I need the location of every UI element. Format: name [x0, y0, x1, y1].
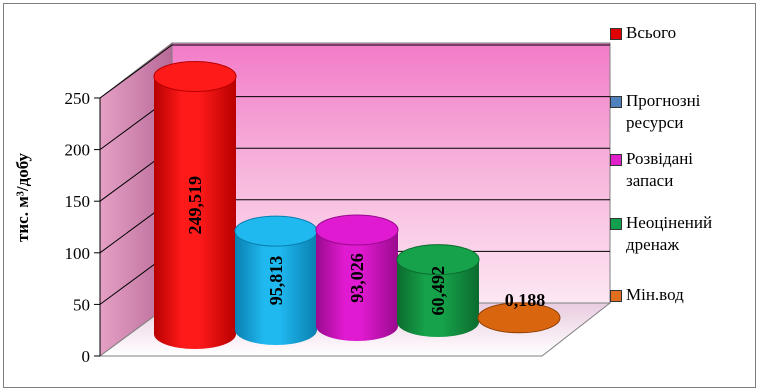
legend-swatch: [610, 28, 622, 40]
data-label: 0,188: [505, 290, 546, 310]
legend-label: Прогнозні ресурси: [626, 91, 701, 132]
y-tick-label: 250: [65, 89, 91, 108]
legend-item: Мін.вод: [610, 284, 684, 306]
y-tick-label: 150: [65, 192, 91, 211]
legend-item: Всього: [610, 22, 676, 44]
data-label: 95,813: [266, 256, 286, 306]
bar-body: [316, 229, 398, 341]
legend-swatch: [610, 96, 622, 108]
legend-swatch: [610, 218, 622, 230]
gridline: [99, 44, 610, 99]
data-label: 93,026: [347, 253, 367, 303]
data-label: 249,519: [185, 176, 205, 235]
bar-top: [315, 214, 399, 246]
bar-top: [396, 244, 480, 276]
bar-4: 60,492: [396, 244, 480, 337]
bar-2: 95,813: [234, 215, 318, 345]
legend-label: Всього: [626, 23, 677, 42]
bar-body: [154, 76, 236, 349]
legend-label: Мін.вод: [626, 285, 684, 304]
legend-swatch: [610, 290, 622, 302]
bar-3: 93,026: [315, 214, 399, 341]
bar-body: [235, 231, 317, 345]
data-label: 60,492: [428, 266, 448, 316]
legend-label: Розвідані запаси: [626, 149, 694, 190]
legend-item: Розвідані запаси: [610, 148, 693, 192]
bars: 249,519 95,813 93,026 60,492 0,188: [153, 60, 561, 349]
legend-label: Неоцінений дренаж: [626, 213, 713, 254]
y-tick-label: 200: [65, 141, 91, 160]
bar-1: 249,519: [153, 60, 237, 349]
legend-swatch: [610, 154, 622, 166]
legend-item: Прогнозні ресурси: [610, 90, 700, 134]
bar-body: [397, 259, 479, 337]
bar-top: [477, 302, 561, 334]
legend-item: Неоцінений дренаж: [610, 212, 712, 256]
bar-top: [234, 215, 318, 247]
bar-5: 0,188: [477, 290, 561, 334]
bar-top: [153, 60, 237, 92]
y-tick-label: 100: [65, 244, 91, 263]
y-tick-label: 50: [73, 295, 90, 314]
y-axis-ticks: 0 50 100 150 200 250: [65, 89, 101, 366]
y-tick-label: 0: [82, 347, 91, 366]
y-axis-label: тис. м³/добу: [13, 152, 32, 242]
